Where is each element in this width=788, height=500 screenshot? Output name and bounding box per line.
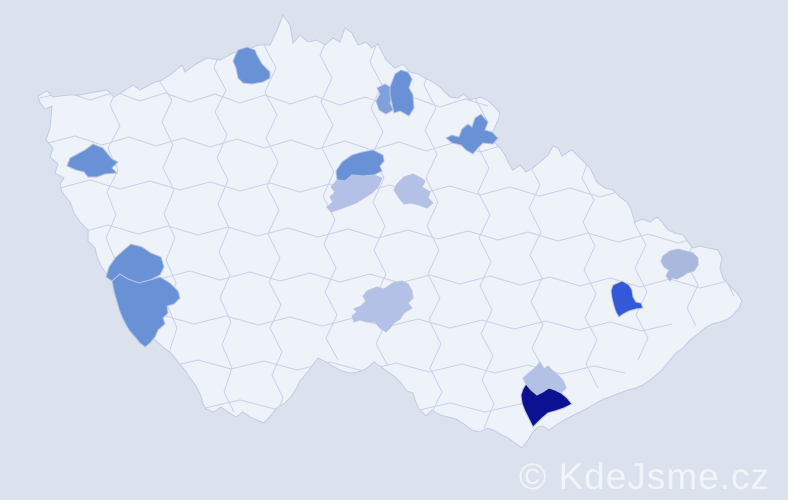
country-outline [37, 13, 743, 449]
district-center-east[interactable] [393, 173, 434, 209]
district-north-2b[interactable] [389, 69, 415, 117]
district-center[interactable] [326, 174, 383, 213]
district-east[interactable] [610, 280, 644, 318]
district-southwest-b[interactable] [111, 273, 181, 348]
district-boundaries [39, 19, 737, 429]
district-north[interactable] [232, 46, 271, 85]
district-west[interactable] [66, 143, 119, 178]
district-south-center[interactable] [351, 280, 414, 333]
watermark-link[interactable]: © KdeJsme.cz [519, 456, 770, 497]
district-northeast[interactable] [445, 113, 499, 155]
district-far-east[interactable] [660, 248, 699, 282]
district-south-lower[interactable] [520, 383, 573, 428]
